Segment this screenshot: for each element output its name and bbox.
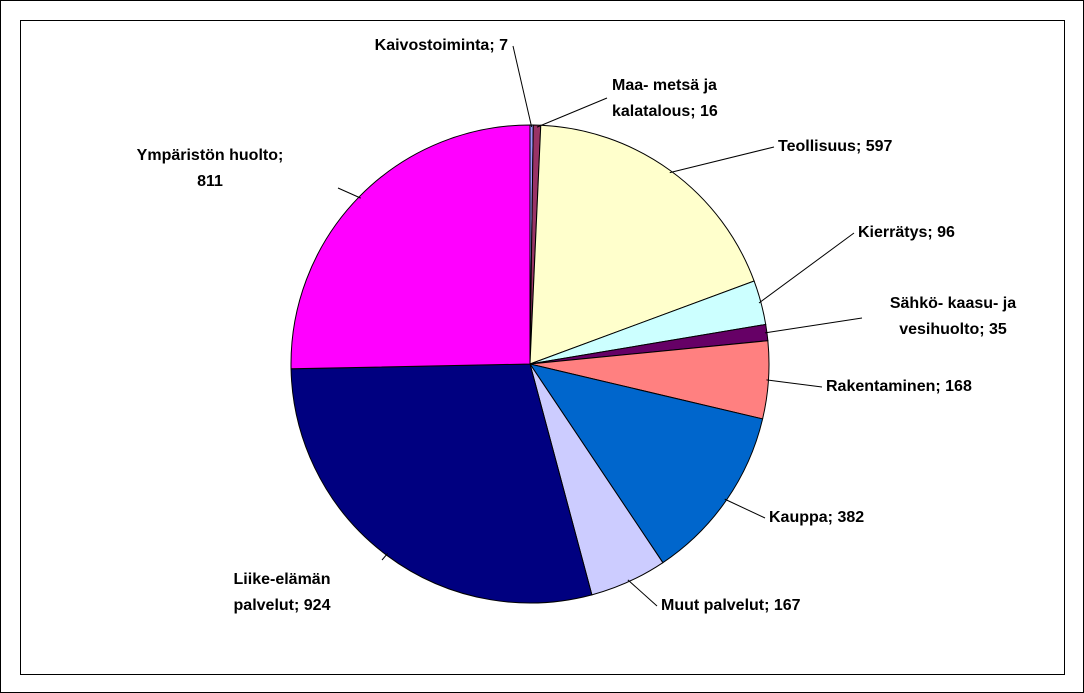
data-label: Kaivostoiminta; 7 bbox=[375, 37, 508, 54]
data-label: Sähkö- kaasu- ja bbox=[890, 295, 1016, 312]
data-label: Maa- metsä ja bbox=[612, 77, 717, 94]
leader-line bbox=[381, 553, 389, 561]
data-label: Teollisuus; 597 bbox=[778, 138, 893, 155]
leader-line bbox=[669, 146, 775, 174]
data-label: Muut palvelut; 167 bbox=[661, 597, 801, 614]
pie-slice bbox=[529, 124, 755, 365]
data-label: 811 bbox=[197, 173, 223, 190]
leader-line bbox=[766, 379, 823, 388]
data-label: Liike-elämän bbox=[234, 571, 331, 588]
data-label: palvelut; 924 bbox=[234, 597, 331, 614]
leader-line bbox=[758, 232, 855, 304]
data-label: Kauppa; 382 bbox=[769, 509, 864, 526]
leader-line bbox=[512, 45, 533, 128]
data-label: Rakentaminen; 168 bbox=[826, 378, 972, 395]
data-label: kalatalous; 16 bbox=[612, 103, 718, 120]
leader-line bbox=[627, 579, 658, 607]
leader-line bbox=[337, 187, 361, 199]
leader-line bbox=[724, 498, 766, 519]
pie-slice bbox=[290, 124, 531, 370]
data-label: vesihuolto; 35 bbox=[899, 321, 1007, 338]
data-label: Ympäristön huolto; bbox=[137, 147, 284, 164]
leader-line bbox=[764, 317, 863, 334]
data-label: Kierrätys; 96 bbox=[858, 224, 955, 241]
leader-line bbox=[536, 97, 608, 128]
